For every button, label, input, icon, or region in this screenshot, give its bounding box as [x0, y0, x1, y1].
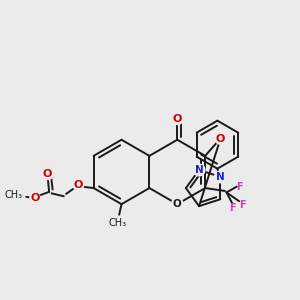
Circle shape [193, 164, 205, 176]
Text: F: F [239, 200, 246, 210]
Text: O: O [172, 114, 182, 124]
Text: O: O [173, 199, 182, 209]
Circle shape [73, 180, 84, 190]
Text: O: O [74, 180, 83, 190]
Text: F: F [236, 182, 243, 192]
Circle shape [171, 113, 183, 124]
Text: F: F [229, 203, 236, 213]
Text: O: O [43, 169, 52, 179]
Circle shape [214, 171, 226, 183]
Text: CH₃: CH₃ [4, 190, 22, 200]
Text: O: O [30, 193, 40, 203]
Text: CH₃: CH₃ [109, 218, 127, 228]
Circle shape [42, 169, 53, 180]
Text: O: O [216, 134, 225, 144]
Circle shape [215, 134, 226, 144]
Text: N: N [216, 172, 225, 182]
Circle shape [30, 193, 40, 204]
Text: N: N [195, 165, 203, 175]
Circle shape [171, 198, 183, 210]
